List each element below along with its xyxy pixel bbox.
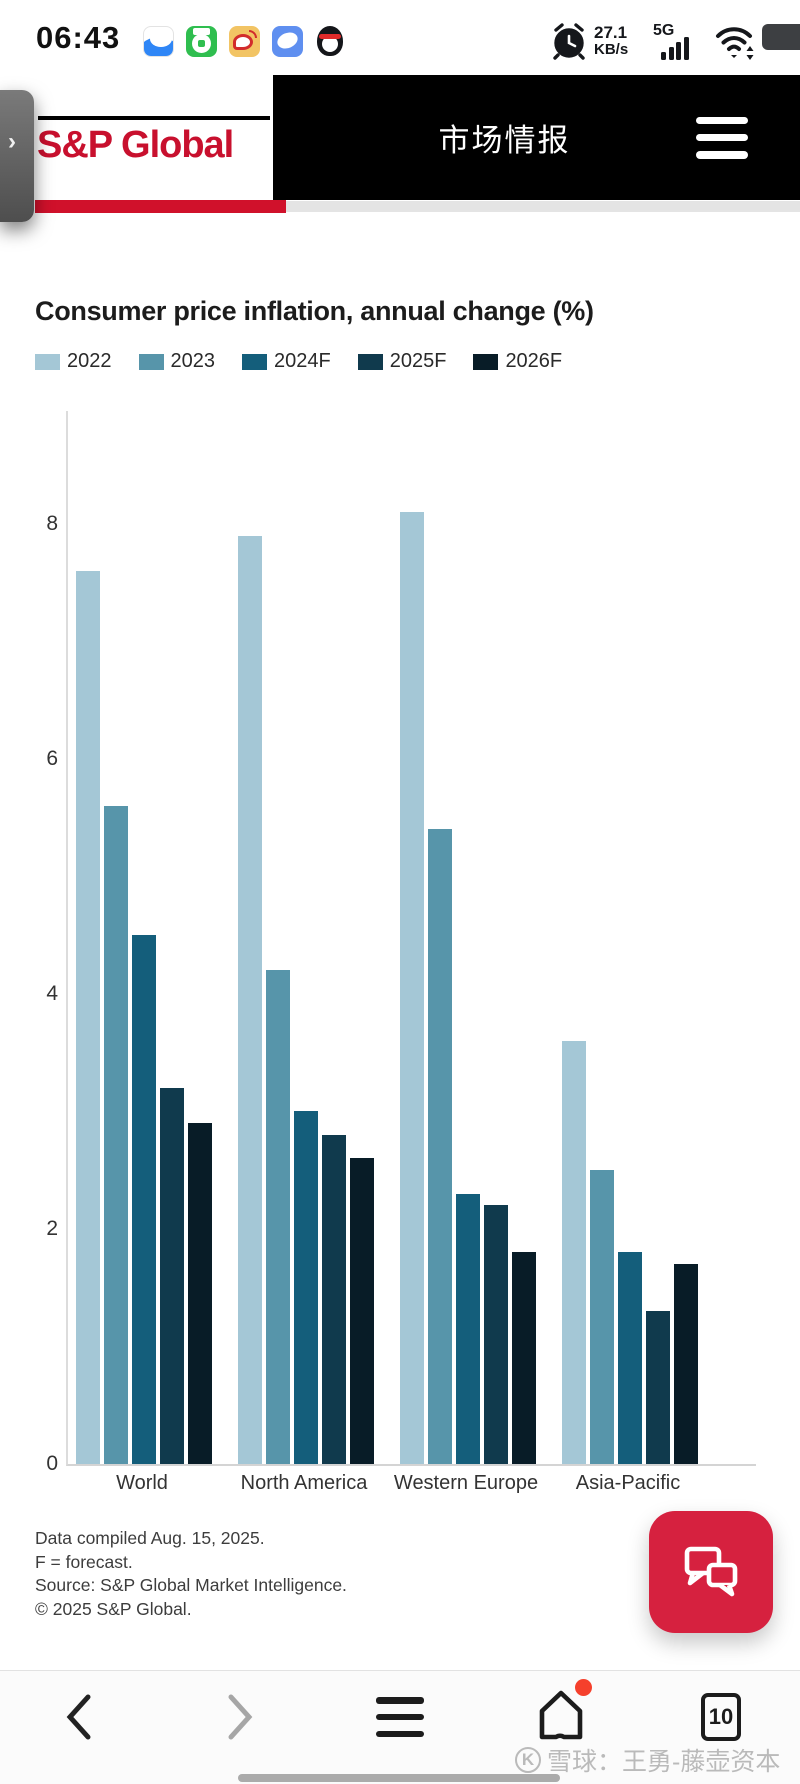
- bar-chart-plot: 0 2 4 6 8: [46, 411, 756, 1475]
- footnote-data-compiled: Data compiled Aug. 15, 2025.: [35, 1528, 265, 1548]
- bar-Western Europe-2023: [428, 829, 452, 1464]
- bar-Western Europe-2025F: [484, 1205, 508, 1464]
- edge-tab-handle[interactable]: ›: [0, 90, 34, 222]
- progress-fill: [35, 200, 286, 213]
- network-speed-unit: KB/s: [594, 41, 629, 58]
- bar-group-World: [76, 571, 212, 1464]
- legend-swatch: [138, 353, 164, 370]
- notification-dot: [575, 1679, 592, 1696]
- footnote-source: Source: S&P Global Market Intelligence.: [35, 1575, 347, 1595]
- bar-World-2025F: [160, 1088, 184, 1464]
- network-speed-value: 27.1: [594, 23, 628, 42]
- chart-footnotes: Data compiled Aug. 15, 2025. F = forecas…: [35, 1527, 347, 1621]
- bar-Asia-Pacific-2023: [590, 1170, 614, 1464]
- xueqiu-logo-icon: K: [515, 1747, 541, 1773]
- bar-North America-2025F: [322, 1135, 346, 1464]
- bar-Asia-Pacific-2024F: [618, 1252, 642, 1464]
- legend-item-2023: 2023: [138, 350, 216, 373]
- chart-title: Consumer price inflation, annual change …: [35, 296, 594, 326]
- legend-swatch: [473, 353, 499, 370]
- signal-strength-icon: 5G: [653, 22, 705, 62]
- wifi-icon: [714, 24, 758, 67]
- legend-item-2022: 2022: [35, 350, 112, 373]
- chevron-left-icon: [66, 1694, 91, 1740]
- home-icon: [539, 1690, 583, 1740]
- y-axis-tick-4: 4: [46, 982, 58, 1005]
- nav-menu-button[interactable]: [376, 1697, 424, 1737]
- netdisk-notification-icon: [143, 26, 174, 57]
- browser-nav-bar: 10: [0, 1670, 800, 1784]
- clock-time: 06:43: [36, 20, 121, 55]
- legend-label: 2025F: [389, 350, 447, 372]
- network-type-label: 5G: [653, 22, 675, 39]
- bar-group-North America: [238, 536, 374, 1464]
- legend-item-2025F: 2025F: [357, 350, 447, 373]
- chevron-right-icon: [228, 1694, 253, 1740]
- menu-icon[interactable]: [696, 116, 748, 159]
- y-axis-tick-6: 6: [46, 747, 58, 770]
- bar-World-2026F: [188, 1123, 212, 1464]
- x-axis-label-World: World: [116, 1472, 168, 1494]
- bar-World-2024F: [132, 935, 156, 1464]
- legend-swatch: [242, 353, 267, 370]
- battery-icon: [762, 24, 800, 50]
- y-axis-tick-0: 0: [46, 1452, 58, 1475]
- sports-notification-icon: [186, 26, 217, 57]
- alarm-clock-icon: [550, 22, 588, 65]
- watermark-text: 雪球：王勇-藤壶资本: [547, 1748, 781, 1776]
- legend-item-2024F: 2024F: [242, 350, 331, 373]
- bar-World-2022: [76, 571, 100, 1464]
- bar-Western Europe-2022: [400, 512, 424, 1464]
- tabs-button[interactable]: 10: [701, 1693, 741, 1741]
- back-button[interactable]: [64, 1693, 94, 1746]
- network-speed: 27.1 KB/s: [594, 24, 628, 58]
- bar-Asia-Pacific-2026F: [674, 1264, 698, 1464]
- legend-label: 2026F: [505, 350, 563, 372]
- chevron-right-icon: ›: [8, 128, 16, 155]
- footnote-copyright: © 2025 S&P Global.: [35, 1598, 192, 1619]
- logo-text: S&P Global: [37, 124, 234, 166]
- tabs-count: 10: [708, 1704, 734, 1729]
- bar-group-Western Europe: [400, 512, 536, 1464]
- scrollbar-handle[interactable]: [238, 1774, 560, 1782]
- logo-rule: [38, 116, 270, 120]
- chat-bubbles-icon: [684, 1546, 738, 1597]
- legend-label: 2022: [67, 350, 112, 372]
- bar-Western Europe-2026F: [512, 1252, 536, 1464]
- forward-button[interactable]: [225, 1693, 255, 1746]
- watermark: K 雪球：王勇-藤壶资本: [515, 1742, 780, 1778]
- legend-label: 2023: [170, 350, 216, 372]
- bar-North America-2026F: [350, 1158, 374, 1464]
- sp-global-logo[interactable]: S&P Global: [35, 90, 273, 200]
- page-progress: [0, 200, 800, 213]
- x-axis-label-Asia-Pacific: Asia-Pacific: [575, 1472, 681, 1494]
- progress-track: [286, 201, 800, 212]
- qq-notification-icon: [315, 26, 345, 57]
- weibo-notification-icon: [229, 26, 260, 57]
- x-axis-label-North America: North America: [240, 1472, 368, 1494]
- chat-button[interactable]: [649, 1511, 773, 1633]
- legend-item-2026F: 2026F: [473, 350, 562, 373]
- bar-World-2023: [104, 806, 128, 1464]
- footnote-forecast: F = forecast.: [35, 1551, 133, 1572]
- bar-North America-2022: [238, 536, 262, 1464]
- chart-legend: 2022 2023 2024F 2025F 2026F: [35, 350, 562, 373]
- bar-group-Asia-Pacific: [562, 1041, 698, 1464]
- legend-swatch: [35, 353, 60, 370]
- home-button[interactable]: [534, 1679, 592, 1748]
- y-axis-tick-8: 8: [46, 512, 58, 535]
- y-axis-tick-2: 2: [46, 1217, 58, 1240]
- bar-Western Europe-2024F: [456, 1194, 480, 1464]
- x-axis-label-Western Europe: Western Europe: [393, 1472, 539, 1494]
- bar-North America-2023: [266, 970, 290, 1464]
- header-title: 市场情报: [438, 123, 571, 158]
- browser-notification-icon: [272, 26, 303, 57]
- legend-swatch: [357, 353, 383, 370]
- legend-label: 2024F: [274, 350, 331, 372]
- bar-North America-2024F: [294, 1111, 318, 1464]
- bar-Asia-Pacific-2025F: [646, 1311, 670, 1464]
- bar-Asia-Pacific-2022: [562, 1041, 586, 1464]
- header-bar: 市场情报: [273, 75, 800, 200]
